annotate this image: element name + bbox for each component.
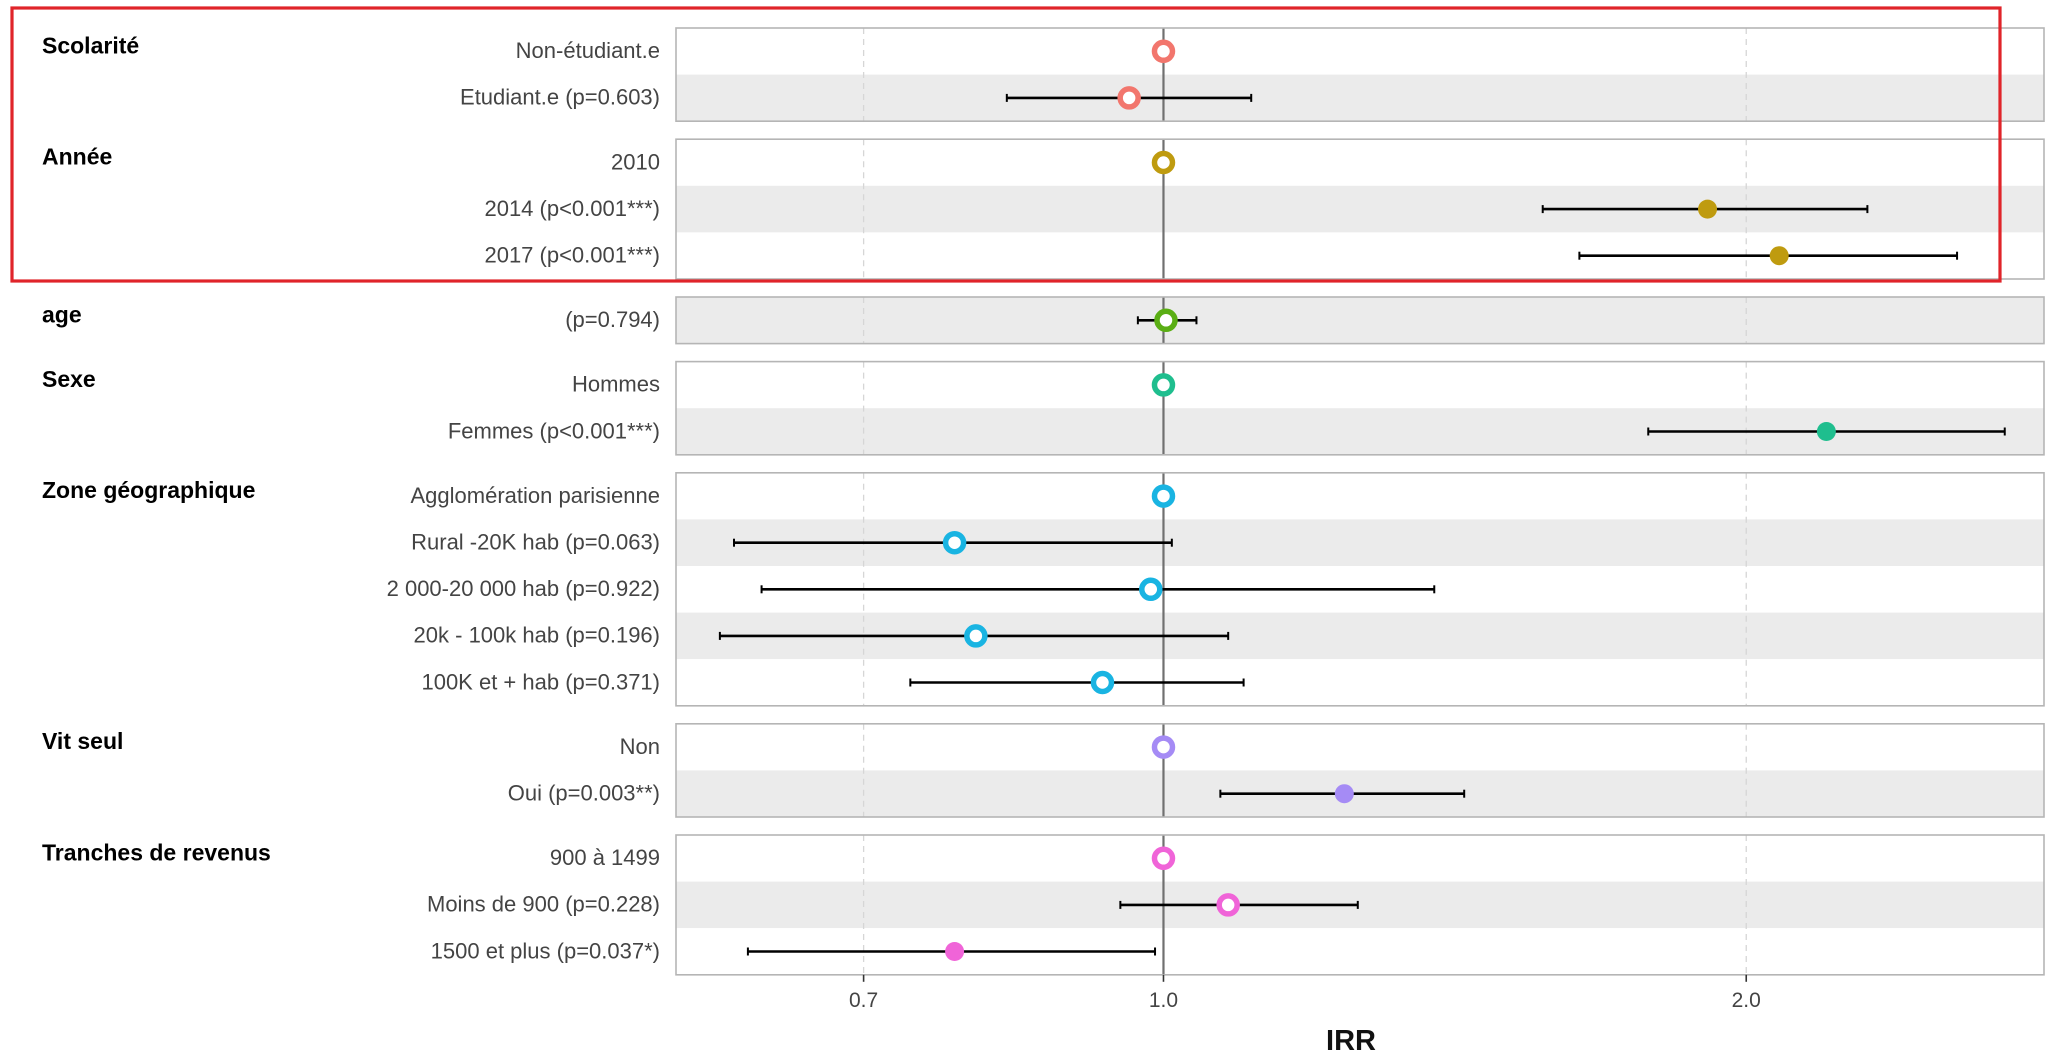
x-tick-label: 2.0 (1732, 989, 1761, 1012)
level-label: 2017 (p<0.001***) (484, 243, 660, 268)
point-estimate (1151, 150, 1176, 175)
panel-4 (675, 471, 2045, 707)
x-axis-title: IRR (1326, 1025, 1376, 1057)
panel-0 (675, 27, 2045, 122)
panel-3 (675, 360, 2045, 456)
row-band (676, 659, 2044, 706)
level-label: Agglomération parisienne (411, 483, 661, 508)
panel-border (675, 360, 2045, 456)
highlight-box-layer (10, 6, 2002, 283)
panel-border (675, 27, 2045, 122)
level-label: 20k - 100k hab (p=0.196) (414, 623, 660, 648)
level-label: Oui (p=0.003**) (508, 781, 660, 806)
panel-border (675, 834, 2045, 976)
plot-marks (718, 39, 2006, 961)
x-axis: 0.7 1.0 2.0 IRR (849, 974, 1761, 1057)
point-estimate (942, 530, 967, 555)
point-estimate (1154, 308, 1178, 333)
point-estimate (1151, 735, 1176, 759)
row-band (676, 723, 2044, 771)
row-band (676, 74, 2044, 122)
level-label: Rural -20K hab (p=0.063) (411, 530, 660, 555)
panel-6 (675, 834, 2045, 976)
panel-border (675, 138, 2045, 280)
level-label: 2014 (p<0.001***) (484, 196, 660, 221)
row-band (676, 28, 2044, 75)
panel-border (675, 471, 2045, 707)
panel-2 (675, 296, 2045, 345)
level-label: Moins de 900 (p=0.228) (427, 892, 660, 917)
facet-panels (675, 27, 2045, 976)
point-estimate (1151, 39, 1176, 64)
level-label: Non (620, 734, 660, 759)
point-estimate (1151, 373, 1176, 397)
level-label: Non-étudiant.e (516, 38, 660, 63)
row-band (676, 139, 2044, 186)
point-estimate (1816, 422, 1836, 441)
level-label: 2010 (611, 149, 660, 174)
row-band (676, 881, 2044, 929)
group-label: Année (42, 144, 112, 170)
level-label: 1500 et plus (p=0.037*) (431, 938, 660, 963)
level-label: Femmes (p<0.001***) (448, 418, 660, 443)
point-estimate (1334, 784, 1354, 804)
point-estimate (1117, 86, 1141, 110)
row-band (676, 472, 2044, 520)
point-estimate (1769, 246, 1789, 266)
group-label: Vit seul (42, 728, 123, 754)
level-label: (p=0.794) (565, 307, 660, 332)
level-label: Hommes (572, 372, 660, 397)
x-tick-label: 0.7 (849, 989, 878, 1012)
row-band (676, 835, 2044, 882)
point-estimate (1139, 577, 1163, 602)
panel-border (675, 296, 2045, 345)
group-label: Scolarité (42, 32, 139, 58)
point-estimate (964, 624, 988, 648)
row-labels: Scolarité Non-étudiant.e Etudiant.e (p=0.6… (42, 32, 660, 963)
level-label: Etudiant.e (p=0.603) (460, 85, 660, 110)
x-tick-label: 1.0 (1149, 989, 1178, 1012)
row-band (676, 361, 2044, 409)
point-estimate (1090, 670, 1115, 695)
group-label: Tranches de revenus (42, 839, 271, 865)
point-estimate (1216, 893, 1240, 917)
group-label: Sexe (42, 366, 96, 392)
row-band (676, 297, 2044, 344)
panel-border (675, 722, 2045, 818)
point-estimate (945, 942, 965, 961)
point-estimate (1698, 199, 1718, 219)
level-label: 900 à 1499 (550, 845, 660, 870)
level-label: 2 000-20 000 hab (p=0.922) (387, 576, 660, 601)
level-label: 100K et + hab (p=0.371) (421, 669, 660, 694)
point-estimate (1151, 484, 1176, 508)
panel-5 (675, 722, 2045, 818)
point-estimate (1151, 846, 1176, 871)
group-label: Zone géographique (42, 477, 255, 503)
highlight-box (10, 6, 2002, 283)
group-label: age (42, 301, 82, 327)
